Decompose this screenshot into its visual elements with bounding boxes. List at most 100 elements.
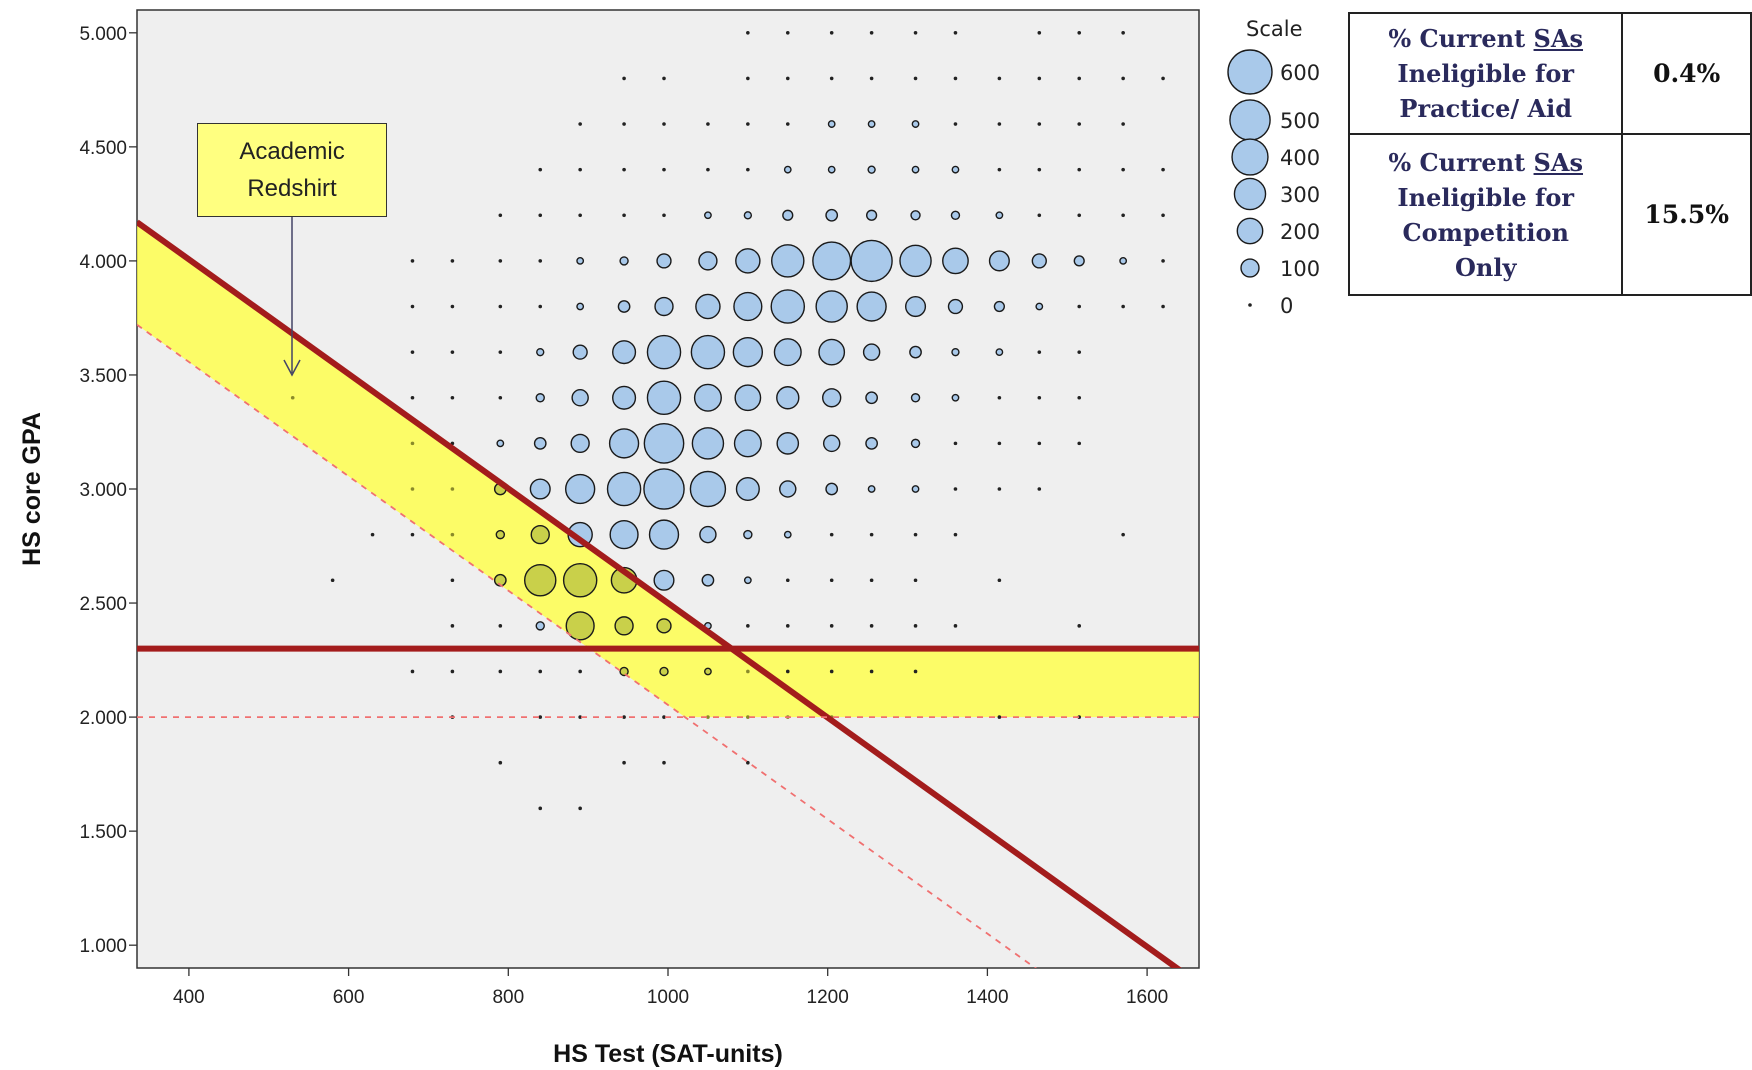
bubble-point [689, 470, 727, 508]
x-tick-label: 1400 [966, 987, 1008, 1008]
bubble-point [913, 669, 918, 674]
bubble-point [578, 669, 582, 674]
bubble-point [1037, 395, 1042, 400]
eligibility-table: % Current SAs Ineligible for Practice/ A… [1347, 12, 1752, 296]
y-tick-label: 1.500 [79, 822, 127, 843]
bubble-point [698, 251, 718, 271]
bubble-point [619, 256, 629, 266]
bubble-point [770, 289, 806, 324]
label-text: Ineligible for [1397, 182, 1574, 212]
bubble-point [869, 76, 874, 81]
bubble-point [570, 433, 590, 454]
legend-marker [1240, 258, 1260, 278]
bubble-point [659, 666, 669, 677]
bubble-point [995, 211, 1004, 220]
bubble-point [997, 167, 1002, 172]
bubble-point [867, 485, 876, 493]
label-text: Practice/ Aid [1399, 94, 1572, 123]
bubble-point [953, 441, 958, 446]
bubble-point [829, 76, 834, 81]
bubble-point [743, 211, 753, 220]
bubble-point [997, 122, 1002, 126]
bubble-point [538, 669, 543, 674]
bubble-point [1121, 76, 1125, 81]
bubble-point [783, 530, 792, 539]
bubble-point [612, 385, 637, 410]
label-text: Ineligible for [1397, 59, 1574, 88]
bubble-point [571, 389, 589, 407]
highlight-band-layer [137, 222, 1199, 718]
bubble-point [911, 120, 920, 128]
bubble-point [913, 624, 918, 628]
bubble-point [410, 441, 415, 446]
bubble-point [913, 76, 918, 81]
label-underlined: SAs [1533, 24, 1584, 53]
bubble-point [622, 213, 626, 218]
bubble-point [829, 578, 834, 583]
bubble-point [538, 259, 543, 263]
bubble-point [410, 487, 415, 491]
bubble-point [734, 384, 762, 412]
bubble-point [1035, 302, 1044, 311]
bubble-point [498, 213, 503, 218]
bubble-point [818, 338, 846, 366]
table-label-practice-aid: % Current SAs Ineligible for Practice/ A… [1347, 12, 1624, 135]
bubble-point [862, 343, 881, 361]
bubble-point [643, 423, 685, 464]
bubble-point [662, 760, 666, 765]
bubble-point [410, 532, 415, 537]
bubble-point [562, 562, 598, 598]
bubble-point [829, 532, 834, 537]
bubble-point [829, 624, 834, 628]
bubble-point [538, 806, 543, 811]
label-text: % Current [1388, 24, 1534, 53]
bubble-point [450, 624, 455, 628]
bubble-point [578, 806, 582, 811]
y-tick-label: 2.500 [79, 594, 127, 615]
y-tick-label: 2.000 [79, 708, 127, 729]
bubble-point [746, 760, 750, 765]
bubble-point [495, 529, 506, 540]
bubble-point [498, 259, 503, 263]
bubble-point [690, 334, 726, 370]
bubble-point [1037, 441, 1042, 446]
bubble-point [829, 31, 834, 35]
bubble-point [785, 76, 790, 81]
bubble-point [699, 525, 717, 544]
bubble-point [1037, 76, 1042, 81]
bubble-point [622, 122, 626, 126]
bubble-point [733, 429, 762, 458]
legend-label: 200 [1280, 220, 1320, 244]
legend: 600 500 400 300 200 100 0 [1227, 49, 1320, 318]
bubble-point [867, 120, 876, 128]
bubble-point [662, 76, 666, 81]
y-tick-label: 4.000 [79, 252, 127, 273]
bubble-point [606, 471, 642, 507]
legend-marker [1248, 303, 1252, 307]
legend-label: 600 [1280, 61, 1320, 85]
label-text: % Current [1388, 147, 1534, 177]
bubble-point [538, 213, 543, 218]
bubble-point [953, 532, 958, 537]
x-tick-label: 800 [492, 987, 524, 1008]
bubble-point [1161, 304, 1165, 309]
eligibility-band [137, 222, 1199, 718]
bubble-point [523, 563, 557, 597]
y-tick-label: 1.000 [79, 936, 127, 957]
bubble-point [815, 290, 848, 323]
bubble-point [785, 624, 790, 628]
bubble-point [450, 395, 455, 400]
bubble-point [746, 31, 750, 35]
bubble-point [622, 715, 626, 719]
bubble-point [1077, 624, 1082, 628]
bubble-point [899, 244, 932, 278]
legend-label: 0 [1280, 294, 1293, 318]
bubble-point [785, 578, 790, 583]
bubble-point [825, 482, 839, 496]
bubble-point [450, 578, 455, 583]
bubble-point [953, 122, 958, 126]
y-axis-title: HS core GPA [18, 412, 46, 566]
bubble-point [913, 578, 918, 583]
bubble-point [993, 300, 1005, 313]
bubble-point [909, 345, 922, 359]
